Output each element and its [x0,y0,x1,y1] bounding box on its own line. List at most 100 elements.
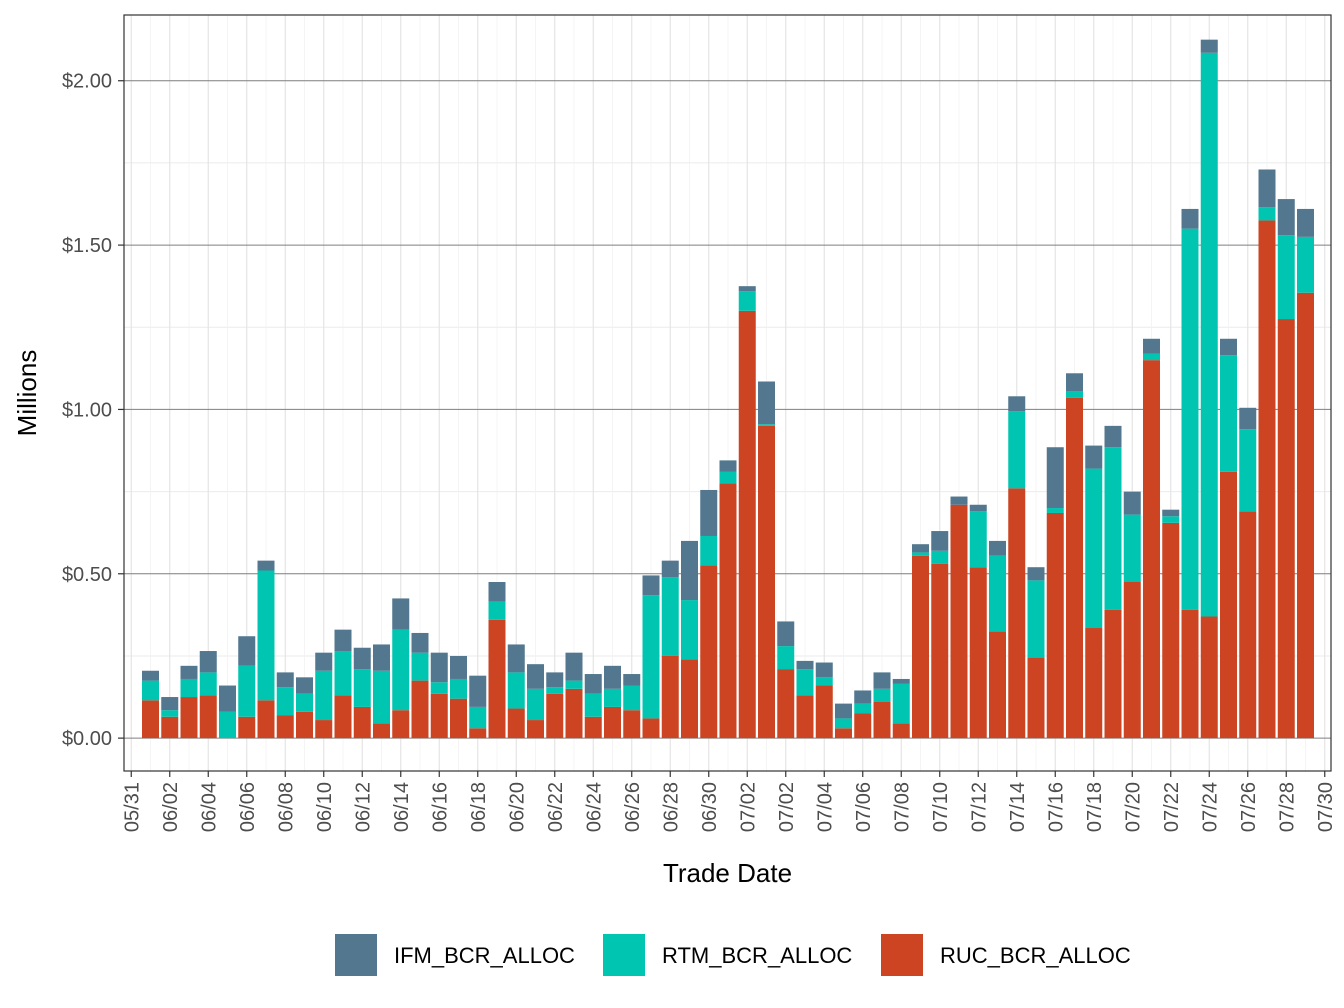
bar-segment [719,471,737,484]
bar-segment [854,713,872,739]
bar-segment [527,664,544,689]
bar-segment [565,652,583,681]
bar-segment [392,710,410,739]
bar-segment [1162,516,1180,523]
bar-segment [815,662,833,678]
bar-segment [507,672,525,709]
x-tick-label: 06/26 [622,782,644,832]
x-tick-label: 07/20 [1122,782,1144,832]
bar-segment [815,677,833,686]
bar-segment [238,665,256,717]
bar-segment [199,672,217,696]
bar-segment [1104,425,1122,448]
x-tick-label: 06/22 [545,782,567,832]
bar-segment [546,687,564,694]
bar-segment [238,716,256,739]
bar-segment [353,647,371,670]
bar-segment [315,670,333,721]
bar-segment [411,632,429,653]
bar-segment [296,711,313,739]
bar-segment [180,697,198,739]
bar-segment [1297,236,1314,293]
y-tick-label: $1.50 [62,235,112,257]
bar-segment [353,669,371,707]
legend-label: RTM_BCR_ALLOC [662,943,852,968]
bar-segment [796,695,814,739]
bar-segment [1220,471,1237,739]
bar-segment [180,665,198,679]
bar-segment [1085,628,1103,739]
bar-segment [1123,582,1141,739]
bar-segment [161,697,179,711]
bar-segment [1162,522,1180,739]
legend-label: RUC_BCR_ALLOC [940,943,1131,968]
bar-segment [161,710,179,717]
bar-segment [989,555,1006,632]
x-tick-label: 06/02 [160,782,182,832]
bar-segment [892,678,910,684]
bar-segment [1143,360,1160,739]
x-tick-label: 06/08 [275,782,297,832]
x-tick-label: 06/30 [699,782,721,832]
x-axis: 05/31 06/02 06/04 06/06 06/08 06/10 06/12 06/14… [121,771,1337,832]
bar-segment [1008,396,1026,412]
bar-segment [257,560,275,571]
bar-segment [1200,616,1218,739]
bar-segment [1046,508,1064,513]
bar-segment [681,600,698,660]
bar-segment [623,710,641,739]
bar-segment [469,706,487,729]
bar-segment [835,728,852,739]
y-tick-label: $2.00 [62,71,112,93]
bar-segment [584,674,602,694]
bar-segment [1258,169,1276,208]
bar-segment [719,483,737,739]
bar-segment [180,678,198,698]
bar-segment [161,716,179,739]
bar-segment [219,711,236,739]
bar-segment [681,659,698,739]
bar-segment [1239,511,1257,739]
bar-segment [392,629,410,711]
bar-segment [623,685,641,711]
legend-label: IFM_BCR_ALLOC [394,943,575,968]
bar-segment [681,540,698,601]
bar-segment [950,496,968,505]
bar-segment [700,535,718,566]
x-tick-label: 07/04 [814,782,836,832]
bar-segment [931,563,949,739]
bar-segment [507,644,525,673]
bar-segment [1027,580,1045,658]
bar-segment [1181,228,1199,610]
bar-segment [1143,338,1160,354]
bar-segment [488,582,506,602]
bar-segment [835,718,852,729]
bar-segment [1008,411,1026,489]
bar-segment [1143,353,1160,361]
y-axis-title: Millions [12,350,42,437]
x-tick-label: 06/04 [198,782,220,832]
bar-segment [1258,220,1276,739]
bar-segment [796,660,814,670]
bar-segment [411,652,429,681]
legend-item: IFM_BCR_ALLOC [335,934,575,976]
x-tick-label: 07/06 [853,782,875,832]
bar-segment [989,540,1006,556]
x-tick-label: 06/28 [660,782,682,832]
bar-segment [950,504,968,739]
bar-segment [296,693,313,712]
bar-segment [1277,235,1295,320]
bar-segment [623,674,641,686]
bar-segment [1220,338,1237,356]
bar-segment [1200,52,1218,617]
bar-segment [546,672,564,688]
bar-segment [815,685,833,739]
bar-segment [1181,208,1199,229]
bar-segment [835,703,852,719]
bar-segment [238,636,256,666]
bar-segment [373,723,390,739]
bar-segment [392,598,410,630]
bar-segment [1297,292,1314,739]
bar-segment [969,504,987,512]
